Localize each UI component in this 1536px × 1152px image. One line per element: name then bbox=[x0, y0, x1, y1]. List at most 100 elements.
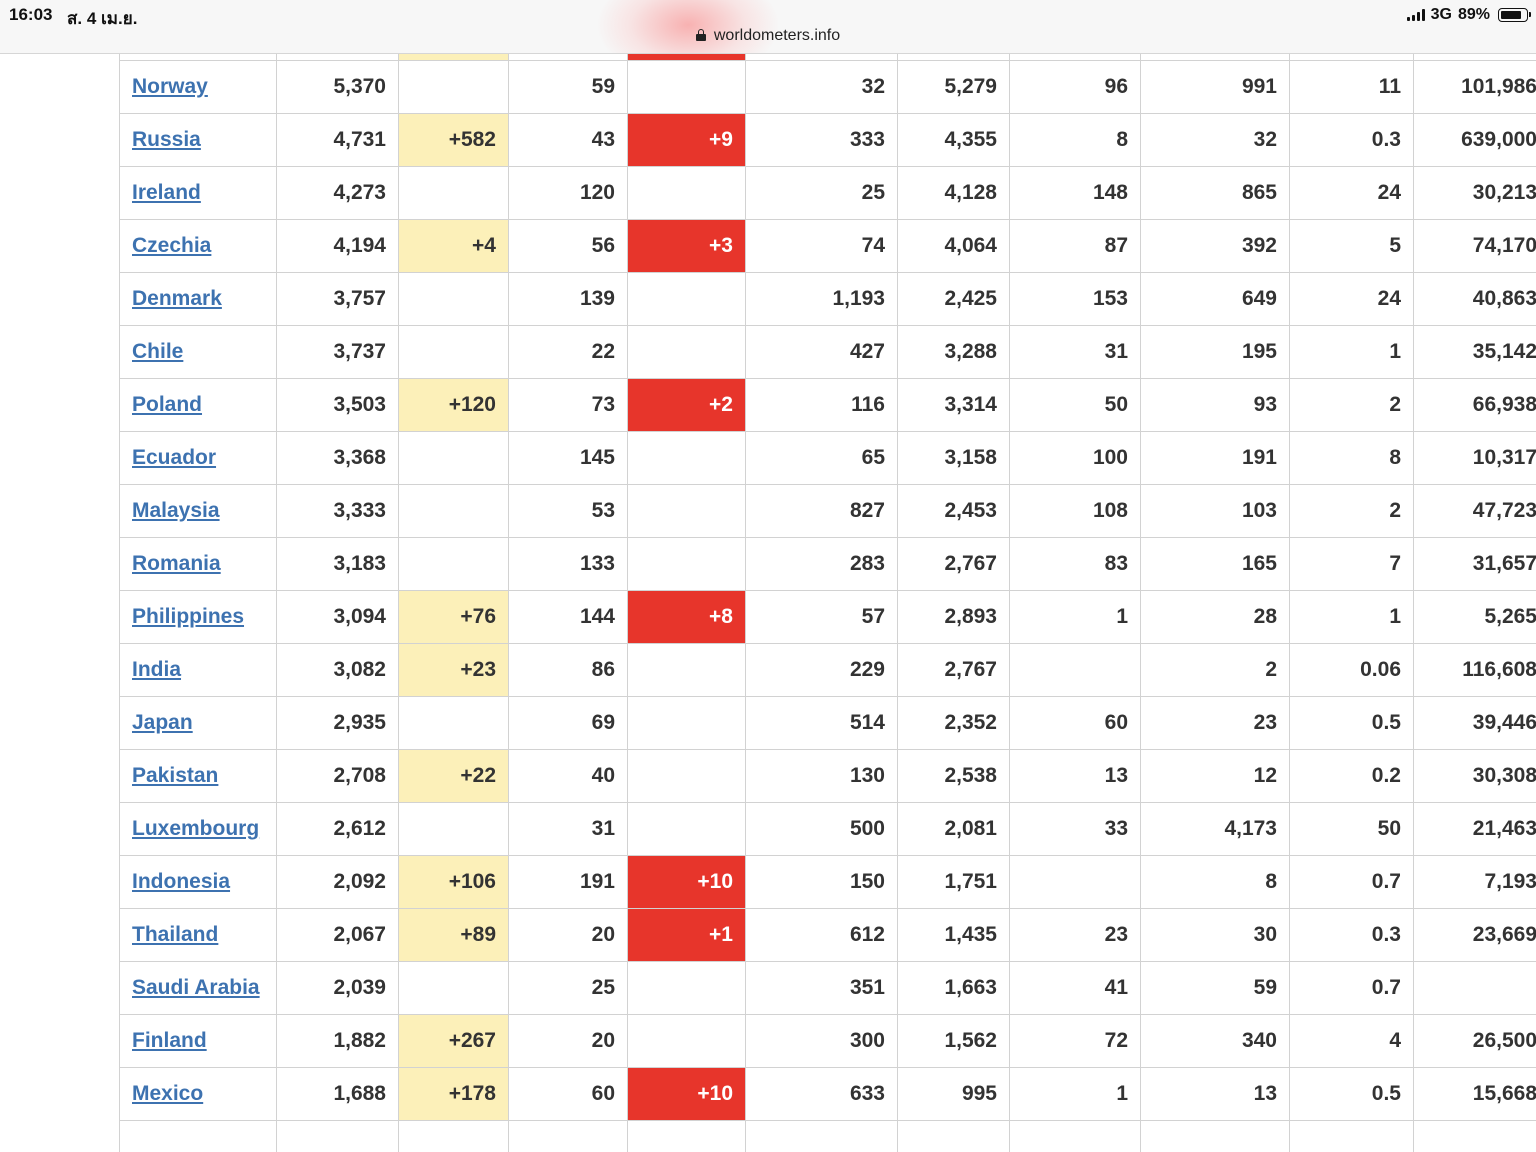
total-tests-cell: 40,863 bbox=[1413, 272, 1536, 326]
table-row: Romania 3,183 133 283 2,767 83 165 7 31,657 bbox=[119, 537, 1536, 591]
deaths-per-million-cell: 1 bbox=[1289, 590, 1414, 644]
cellular-signal-icon bbox=[1406, 9, 1425, 21]
active-cases-cell: 2,425 bbox=[897, 272, 1010, 326]
total-tests-cell: 7,193 bbox=[1413, 855, 1536, 909]
country-link[interactable]: Poland bbox=[132, 393, 203, 416]
deaths-per-million-cell: 5 bbox=[1289, 219, 1414, 273]
country-link[interactable]: Mexico bbox=[132, 1082, 204, 1105]
table-row: Luxembourg 2,612 31 500 2,081 33 4,173 50 21,463 bbox=[119, 802, 1536, 856]
new-deaths-cell bbox=[627, 802, 746, 856]
country-link[interactable]: Luxembourg bbox=[132, 817, 260, 840]
country-link[interactable]: Czechia bbox=[132, 234, 212, 257]
country-link[interactable]: Norway bbox=[132, 75, 208, 98]
browser-status-bar: 16:03 ส. 4 เม.ย. worldometers.info 3G 89… bbox=[0, 0, 1536, 54]
country-stats-table: Norway 5,370 59 32 5,279 96 991 11 101,986 Russia… bbox=[119, 54, 1536, 1152]
country-cell: Russia bbox=[119, 113, 277, 167]
country-link[interactable]: Malaysia bbox=[132, 499, 220, 522]
deaths-per-million-cell: 1 bbox=[1289, 325, 1414, 379]
country-link[interactable]: Finland bbox=[132, 1029, 207, 1052]
new-cases-cell bbox=[398, 60, 509, 114]
cases-per-million-cell: 32 bbox=[1140, 113, 1290, 167]
country-link[interactable]: Russia bbox=[132, 128, 201, 151]
total-deaths-cell: 191 bbox=[508, 855, 628, 909]
total-cases-cell: 3,368 bbox=[276, 431, 399, 485]
serious-critical-cell bbox=[1009, 1120, 1141, 1152]
serious-critical-cell: 96 bbox=[1009, 60, 1141, 114]
deaths-per-million-cell: 0.3 bbox=[1289, 113, 1414, 167]
total-deaths-cell: 60 bbox=[508, 1067, 628, 1121]
total-cases-cell: 3,094 bbox=[276, 590, 399, 644]
country-link[interactable]: Romania bbox=[132, 552, 221, 575]
country-link[interactable]: Indonesia bbox=[132, 870, 231, 893]
country-link[interactable]: Ecuador bbox=[132, 446, 217, 469]
total-cases-cell: 4,731 bbox=[276, 113, 399, 167]
total-cases-cell: 2,067 bbox=[276, 908, 399, 962]
cases-per-million-cell: 13 bbox=[1140, 1067, 1290, 1121]
country-cell: Japan bbox=[119, 696, 277, 750]
country-cell: Finland bbox=[119, 1014, 277, 1068]
total-cases-cell: 3,503 bbox=[276, 378, 399, 432]
total-recovered-cell: 283 bbox=[745, 537, 898, 591]
serious-critical-cell: 148 bbox=[1009, 166, 1141, 220]
deaths-per-million-cell: 0.2 bbox=[1289, 749, 1414, 803]
total-tests-cell: 21,463 bbox=[1413, 802, 1536, 856]
country-cell: Romania bbox=[119, 537, 277, 591]
deaths-per-million-cell: 8 bbox=[1289, 431, 1414, 485]
new-cases-cell: +76 bbox=[398, 590, 509, 644]
total-tests-cell: 35,142 bbox=[1413, 325, 1536, 379]
country-link[interactable]: Ireland bbox=[132, 181, 201, 204]
new-deaths-cell bbox=[627, 961, 746, 1015]
country-cell: Chile bbox=[119, 325, 277, 379]
country-link[interactable]: Saudi Arabia bbox=[132, 976, 260, 999]
serious-critical-cell: 33 bbox=[1009, 802, 1141, 856]
total-recovered-cell: 32 bbox=[745, 60, 898, 114]
country-link[interactable]: Philippines bbox=[132, 605, 245, 628]
deaths-per-million-cell bbox=[1289, 1120, 1414, 1152]
cases-per-million-cell: 991 bbox=[1140, 60, 1290, 114]
new-cases-cell: +22 bbox=[398, 749, 509, 803]
country-stats-table-viewport[interactable]: Norway 5,370 59 32 5,279 96 991 11 101,986 Russia… bbox=[119, 54, 1536, 1152]
new-deaths-cell: +9 bbox=[627, 113, 746, 167]
total-cases-cell: 1,688 bbox=[276, 1067, 399, 1121]
total-deaths-cell: 43 bbox=[508, 113, 628, 167]
active-cases-cell: 4,064 bbox=[897, 219, 1010, 273]
total-cases-cell: 2,039 bbox=[276, 961, 399, 1015]
country-cell: Pakistan bbox=[119, 749, 277, 803]
address-bar[interactable]: worldometers.info bbox=[0, 27, 1536, 45]
table-row: India 3,082 +23 86 229 2,767 2 0.06 116,608 bbox=[119, 643, 1536, 697]
serious-critical-cell: 108 bbox=[1009, 484, 1141, 538]
active-cases-cell: 1,435 bbox=[897, 908, 1010, 962]
country-link[interactable]: Pakistan bbox=[132, 764, 219, 787]
active-cases-cell: 2,453 bbox=[897, 484, 1010, 538]
new-deaths-cell bbox=[627, 696, 746, 750]
country-link[interactable]: India bbox=[132, 658, 182, 681]
new-cases-cell bbox=[398, 1120, 509, 1152]
deaths-per-million-cell: 24 bbox=[1289, 166, 1414, 220]
total-cases-cell: 2,092 bbox=[276, 855, 399, 909]
deaths-per-million-cell: 0.5 bbox=[1289, 696, 1414, 750]
serious-critical-cell: 1 bbox=[1009, 590, 1141, 644]
country-link[interactable]: Thailand bbox=[132, 923, 219, 946]
active-cases-cell: 2,081 bbox=[897, 802, 1010, 856]
table-row: Indonesia 2,092 +106 191 +10 150 1,751 8 0.7 7,19… bbox=[119, 855, 1536, 909]
serious-critical-cell: 8 bbox=[1009, 113, 1141, 167]
country-link[interactable]: Japan bbox=[132, 711, 193, 734]
new-cases-cell bbox=[398, 537, 509, 591]
total-recovered-cell: 1,193 bbox=[745, 272, 898, 326]
country-link[interactable]: Chile bbox=[132, 340, 184, 363]
total-tests-cell bbox=[1413, 961, 1536, 1015]
serious-critical-cell: 50 bbox=[1009, 378, 1141, 432]
serious-critical-cell: 72 bbox=[1009, 1014, 1141, 1068]
total-deaths-cell: 145 bbox=[508, 431, 628, 485]
total-deaths-cell: 20 bbox=[508, 1014, 628, 1068]
new-cases-cell bbox=[398, 961, 509, 1015]
cases-per-million-cell: 191 bbox=[1140, 431, 1290, 485]
active-cases-cell: 2,767 bbox=[897, 537, 1010, 591]
cases-per-million-cell: 30 bbox=[1140, 908, 1290, 962]
total-tests-cell: 5,265 bbox=[1413, 590, 1536, 644]
country-link[interactable]: Denmark bbox=[132, 287, 222, 310]
total-cases-cell bbox=[276, 1120, 399, 1152]
total-tests-cell: 23,669 bbox=[1413, 908, 1536, 962]
country-cell: Philippines bbox=[119, 590, 277, 644]
total-tests-cell: 31,657 bbox=[1413, 537, 1536, 591]
